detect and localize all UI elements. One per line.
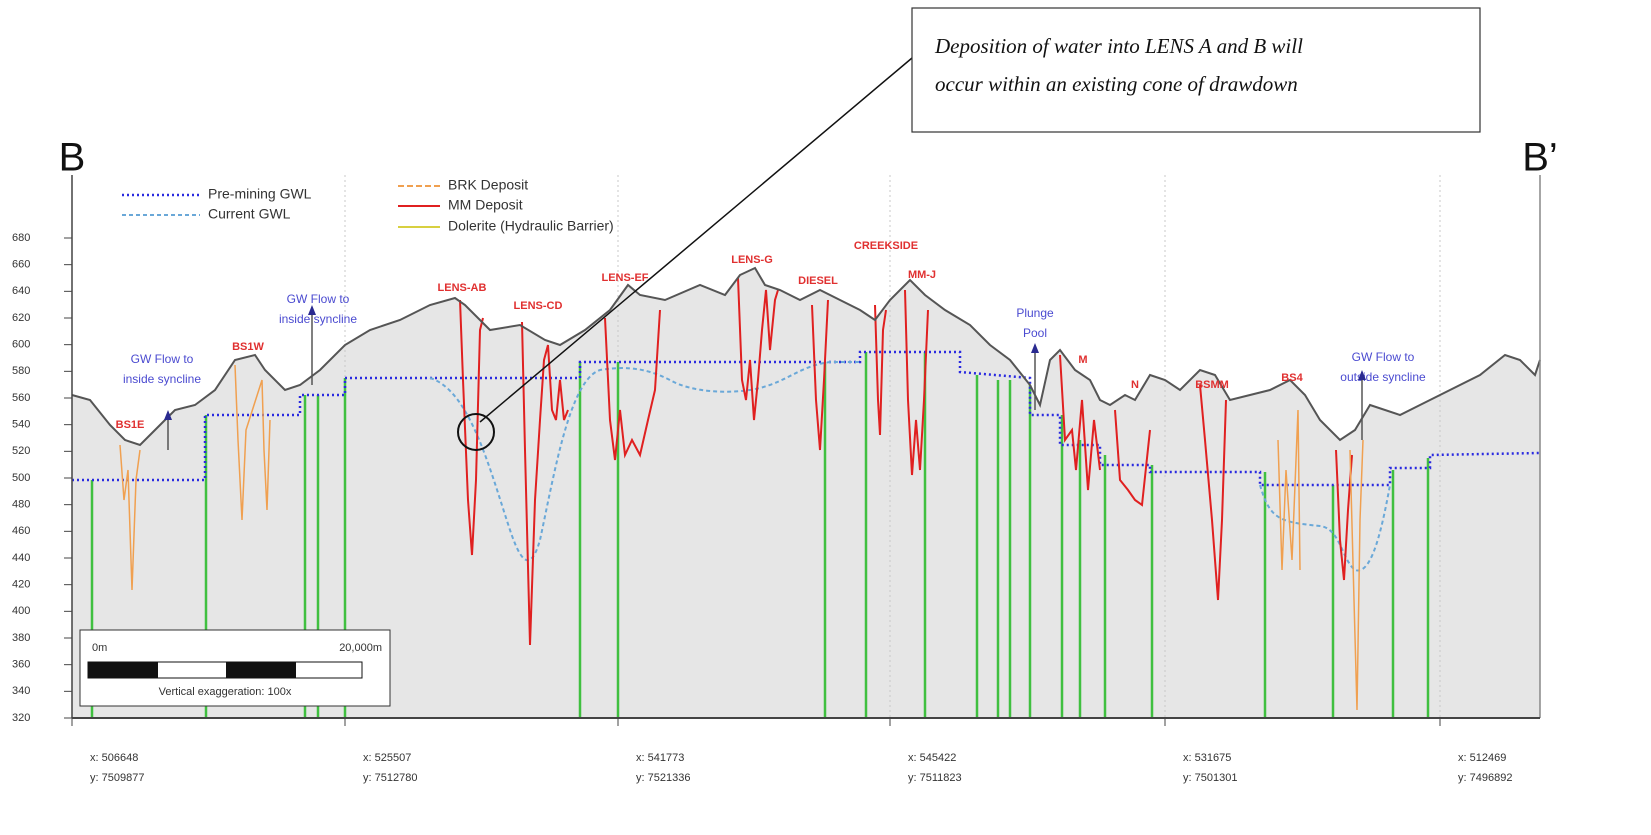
deposit-label: BS1E — [116, 419, 145, 431]
deposit-label: BSMM — [1195, 379, 1229, 391]
scale-note: Vertical exaggeration: 100x — [159, 686, 292, 698]
location-y: y: 7521336 — [636, 772, 690, 784]
y-tick-label: 440 — [12, 552, 30, 564]
y-tick-label: 680 — [12, 232, 30, 244]
y-tick-label: 460 — [12, 525, 30, 537]
deposit-label: M — [1078, 354, 1087, 366]
location-x: x: 506648 — [90, 752, 138, 764]
scale-start: 0m — [92, 642, 107, 654]
legend-label: Pre-mining GWL — [208, 186, 312, 202]
legend-label: MM Deposit — [448, 197, 523, 213]
deposit-label: BS1W — [232, 341, 264, 353]
location-y: y: 7496892 — [1458, 772, 1512, 784]
legend-label: BRK Deposit — [448, 177, 528, 193]
legend-label: Current GWL — [208, 206, 291, 222]
y-tick-label: 420 — [12, 579, 30, 591]
deposit-label: DIESEL — [798, 275, 838, 287]
y-tick-label: 640 — [12, 285, 30, 297]
flow-label: inside syncline — [123, 372, 201, 386]
location-x: x: 545422 — [908, 752, 956, 764]
deposit-label: LENS-CD — [514, 300, 563, 312]
flow-label: GW Flow to — [287, 292, 350, 306]
scale-segment — [88, 662, 158, 678]
flow-label: Plunge — [1016, 306, 1054, 320]
annotation-line: Deposition of water into LENS A and B wi… — [934, 34, 1303, 58]
y-tick-label: 400 — [12, 605, 30, 617]
deposit-label: LENS-AB — [438, 282, 487, 294]
annotation-box — [912, 8, 1480, 132]
flow-label: GW Flow to — [131, 352, 194, 366]
y-tick-label: 380 — [12, 632, 30, 644]
scale-end: 20,000m — [339, 642, 382, 654]
deposit-label: N — [1131, 379, 1139, 391]
y-tick-label: 580 — [12, 365, 30, 377]
y-tick-label: 620 — [12, 312, 30, 324]
y-tick-label: 660 — [12, 259, 30, 271]
deposit-label: LENS-G — [731, 254, 773, 266]
y-tick-label: 360 — [12, 659, 30, 671]
location-x: x: 541773 — [636, 752, 684, 764]
deposit-label: MM-J — [908, 269, 936, 281]
location-x: x: 512469 — [1458, 752, 1506, 764]
section-start: B — [59, 136, 86, 180]
flow-label: outside syncline — [1340, 370, 1426, 384]
deposit-label: LENS-EF — [601, 272, 648, 284]
location-y: y: 7501301 — [1183, 772, 1237, 784]
y-tick-label: 560 — [12, 392, 30, 404]
location-y: y: 7512780 — [363, 772, 417, 784]
y-tick-label: 480 — [12, 499, 30, 511]
location-x: x: 525507 — [363, 752, 411, 764]
y-tick-label: 500 — [12, 472, 30, 484]
flow-label: Pool — [1023, 326, 1047, 340]
flow-label: inside syncline — [279, 312, 357, 326]
deposit-label: BS4 — [1281, 372, 1303, 384]
legend-label: Dolerite (Hydraulic Barrier) — [448, 218, 614, 234]
scale-segment — [226, 662, 296, 678]
y-tick-label: 540 — [12, 419, 30, 431]
location-x: x: 531675 — [1183, 752, 1231, 764]
cross-section: 320 340 360 380 400 420 440 460 480 500 520 540 560 5… — [0, 0, 1651, 835]
y-tick-label: 600 — [12, 339, 30, 351]
location-y: y: 7511823 — [908, 772, 962, 784]
deposit-label: CREEKSIDE — [854, 240, 918, 252]
location-y: y: 7509877 — [90, 772, 144, 784]
y-tick-label: 340 — [12, 685, 30, 697]
y-tick-label: 520 — [12, 445, 30, 457]
y-tick-label: 320 — [12, 712, 30, 724]
flow-label: GW Flow to — [1352, 350, 1415, 364]
section-end: B’ — [1522, 136, 1558, 180]
annotation-line: occur within an existing cone of drawdow… — [935, 72, 1298, 96]
